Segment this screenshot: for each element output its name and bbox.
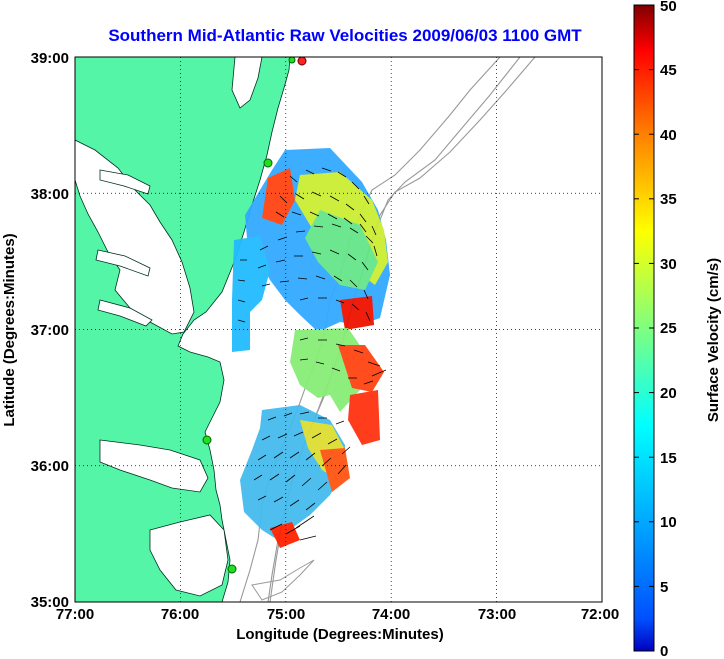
velocity-patch-cape-red (270, 522, 300, 548)
velocity-field (232, 148, 390, 548)
velocity-patch-south-red (320, 448, 350, 492)
x-tick-label: 75:00 (267, 606, 305, 623)
grid-lines (75, 57, 602, 602)
colorbar-tick-label: 15 (660, 450, 677, 467)
river-3 (97, 299, 153, 327)
colorbar-tick-label: 20 (660, 385, 677, 402)
river-2 (95, 249, 151, 277)
y-tick-label: 38:00 (31, 186, 69, 203)
velocity-patch-west (232, 236, 270, 352)
colorbar-tick-label: 45 (660, 62, 677, 79)
station-marker (263, 158, 273, 168)
y-tick-label: 39:00 (31, 50, 69, 67)
colorbar-tick-label: 0 (660, 643, 668, 659)
plot-area (74, 56, 603, 603)
y-axis-label: Latitude (Degrees:Minutes) (1, 233, 18, 426)
y-axis: 39:00 38:00 37:00 36:00 35:00 Latitude (… (1, 50, 69, 611)
y-tick-label: 37:00 (31, 322, 69, 339)
colorbar-tick-label: 5 (660, 579, 668, 596)
colorbar-tick-label: 25 (660, 320, 677, 337)
y-tick-label: 35:00 (31, 594, 69, 611)
velocity-patch-north-green (305, 210, 378, 290)
colorbar-tick-label: 50 (660, 0, 677, 15)
velocity-patch-middle-red (338, 345, 384, 392)
station-marker (202, 435, 212, 445)
station-marker (297, 56, 307, 66)
bathymetry-contour-4 (251, 559, 315, 601)
x-tick-label: 76:00 (161, 606, 199, 623)
x-axis-label: Longitude (Degrees:Minutes) (236, 626, 444, 643)
chesapeake-bay (75, 139, 195, 335)
albemarle-sound (99, 439, 209, 493)
velocity-patch-east-red (348, 390, 380, 445)
x-tick-label: 72:00 (581, 606, 619, 623)
velocity-patch-red-2 (340, 296, 374, 330)
pamlico-sound (149, 514, 229, 597)
chart-title: Southern Mid-Atlantic Raw Velocities 200… (108, 26, 582, 45)
colorbar-tick-label: 40 (660, 127, 677, 144)
colorbar-tick-label: 10 (660, 514, 677, 531)
x-axis: 77:00 76:00 75:00 74:00 73:00 72:00 Long… (56, 606, 619, 643)
colorbar-label: Surface Velocity (cm/s) (705, 258, 722, 422)
colorbar: 50 45 40 35 30 25 20 15 10 5 0 Surface V… (633, 0, 722, 659)
x-tick-label: 77:00 (56, 606, 94, 623)
velocity-patch-red-1 (262, 168, 295, 225)
colorbar-ticks (634, 69, 654, 587)
colorbar-tick-label: 30 (660, 256, 677, 273)
x-tick-label: 74:00 (372, 606, 410, 623)
station-marker (288, 56, 296, 64)
x-tick-label: 73:00 (478, 606, 516, 623)
colorbar-tick-label: 35 (660, 191, 677, 208)
velocity-arrows (237, 167, 387, 541)
river-1 (99, 169, 151, 195)
station-marker (227, 564, 237, 574)
stations (202, 56, 307, 574)
y-tick-label: 36:00 (31, 458, 69, 475)
plot-frame (74, 56, 603, 603)
delaware-bay (231, 57, 263, 109)
